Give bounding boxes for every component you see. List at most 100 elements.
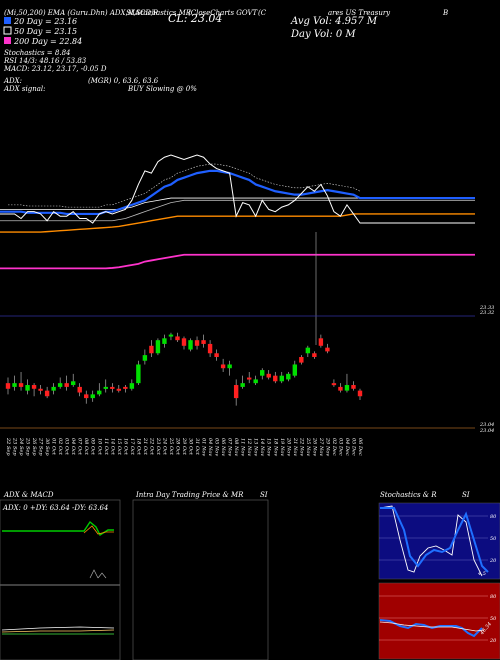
candle [233, 379, 239, 406]
date-label: 04 Dec [344, 438, 350, 456]
candle [318, 334, 324, 348]
close-price-line [0, 154, 475, 224]
stoch-tick: 20 [489, 558, 497, 564]
date-label: 27 Sep [38, 437, 44, 456]
candle-body [318, 338, 324, 346]
date-label: 02 Oct [57, 438, 63, 456]
candle-body [51, 386, 56, 391]
date-label: 11 Oct [103, 438, 109, 456]
date-label: 30 Oct [188, 438, 194, 456]
adx-panel-frame [0, 499, 121, 660]
date-label: 16 Oct [122, 438, 128, 456]
candle [70, 373, 76, 387]
date-label: 20 Nov [285, 437, 291, 456]
candle-body [299, 357, 304, 363]
intraday-panel-title-right: SI [260, 491, 268, 499]
candle [344, 373, 350, 393]
candle-body [155, 340, 161, 354]
header-name: ares US Treasury [328, 9, 391, 17]
legend-label-20: 20 Day = 23.16 [13, 17, 77, 26]
candle [299, 355, 304, 365]
macd-signal-line [1, 629, 115, 633]
adx-line [89, 569, 107, 579]
header-ticker: (CloseCharts GOVT [188, 9, 259, 17]
candle [351, 381, 356, 391]
candle [246, 371, 252, 384]
candle-body [70, 381, 76, 386]
date-label: 06 Nov [220, 438, 226, 456]
rsi-bottom-frame [378, 582, 500, 660]
candle-body [123, 386, 128, 389]
price-axis: 23.33 23.32 23.04 23.04 [479, 305, 494, 434]
candle [44, 386, 50, 399]
legend-swatch-20 [4, 17, 11, 24]
ma20-line [0, 169, 475, 216]
candle-body [194, 340, 200, 346]
rsi-tick: 20 [489, 638, 497, 644]
candle-body [110, 386, 115, 389]
candle [286, 371, 291, 382]
dy-plus-line [2, 520, 114, 537]
candle-body [103, 386, 108, 389]
stoch-value-label: 4.5 [477, 571, 486, 577]
stochastics-readout: Stochastics = 8.84 [4, 49, 70, 57]
date-label: 28 Oct [174, 437, 180, 456]
candle-body [84, 394, 89, 399]
candle [338, 383, 343, 393]
candle-body [44, 390, 50, 397]
date-label: 02 Dec [331, 438, 337, 456]
candle [240, 375, 245, 389]
date-label: 22 Nov [298, 437, 304, 456]
date-label: 04 Oct [70, 438, 76, 456]
date-label: 09 Oct [90, 438, 96, 456]
candle [155, 338, 161, 356]
date-label: 29 Oct [181, 437, 187, 456]
candle [18, 371, 24, 391]
candle [188, 338, 193, 352]
candle-body [97, 390, 102, 395]
candle [325, 343, 330, 354]
candle [5, 377, 11, 395]
candle-body [18, 383, 24, 387]
stoch-d-line [380, 507, 489, 573]
date-label: 25 Nov [305, 437, 311, 456]
date-label: 10 Oct [96, 438, 102, 456]
candle-body [116, 388, 122, 391]
candle-body [90, 394, 95, 399]
date-label: 17 Oct [129, 438, 135, 456]
date-label: 23 Sep [12, 437, 18, 456]
candle [90, 390, 95, 402]
candle-body [168, 334, 174, 337]
candle-body [292, 364, 298, 376]
date-label: 31 Oct [194, 438, 200, 456]
candle [266, 370, 271, 380]
date-label: 14 Oct [109, 438, 115, 456]
price-label: 23.33 [479, 305, 494, 311]
candle-body [331, 383, 337, 386]
header-end: B [442, 9, 448, 17]
candle-body [149, 345, 154, 354]
stoch-tick: 50 [490, 536, 497, 542]
candle [129, 379, 135, 391]
dy-minus-line [83, 525, 114, 535]
adx-panel: ADX & MACD ADX: 0 +DY: 63.64 -DY: 63.64 [0, 491, 121, 660]
moving-average-lines [0, 154, 475, 345]
candle-body [233, 385, 239, 399]
candle [136, 360, 141, 386]
candle-body [273, 375, 278, 382]
candle [194, 336, 200, 350]
header-title: (Mi,50,200) EMA (Guru.Dhn) ADX,MACD,R [4, 9, 159, 17]
candle-body [240, 383, 245, 387]
date-label: 26 Sep [31, 437, 37, 456]
candle-body [142, 355, 148, 361]
date-label: 01 Oct [51, 438, 57, 456]
candle [25, 379, 30, 395]
macd-line [1, 626, 115, 631]
candle-body [351, 385, 356, 389]
candle-body [220, 364, 226, 369]
price-label: 23.04 [479, 428, 494, 434]
stoch-panel-title-right: SI [462, 491, 470, 499]
candle-body [305, 347, 311, 354]
candle [142, 349, 148, 365]
stoch-panel-title: Stochastics & R [380, 491, 437, 499]
